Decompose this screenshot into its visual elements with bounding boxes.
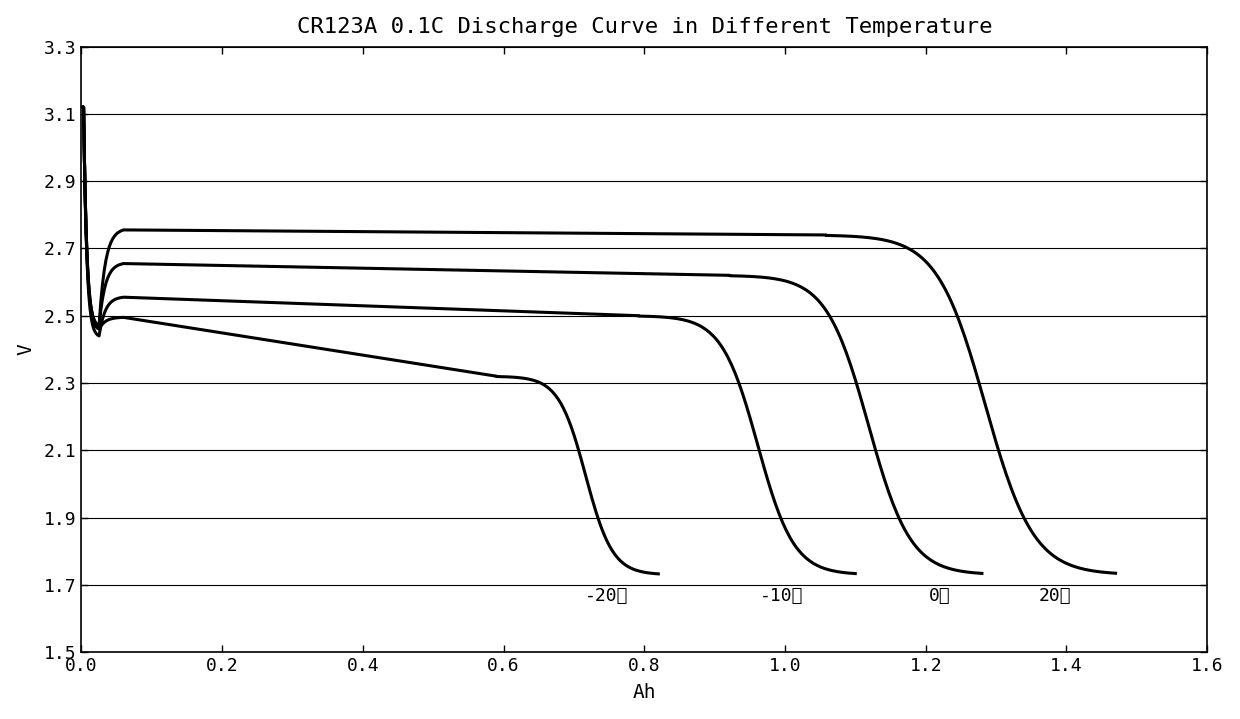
- Text: -20℃: -20℃: [584, 587, 627, 605]
- X-axis label: Ah: Ah: [632, 683, 656, 702]
- Y-axis label: V: V: [16, 344, 36, 355]
- Text: 0℃: 0℃: [929, 587, 951, 605]
- Title: CR123A 0.1C Discharge Curve in Different Temperature: CR123A 0.1C Discharge Curve in Different…: [296, 17, 992, 37]
- Text: 20℃: 20℃: [1038, 587, 1071, 605]
- Text: -10℃: -10℃: [760, 587, 804, 605]
